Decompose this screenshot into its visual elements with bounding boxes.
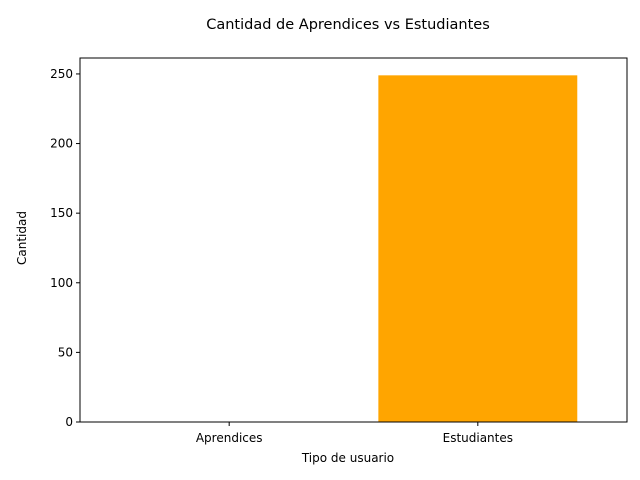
bar-estudiantes — [378, 75, 578, 422]
y-tick-label: 250 — [50, 67, 73, 81]
y-tick-label: 100 — [50, 276, 73, 290]
chart-title: Cantidad de Aprendices vs Estudiantes — [206, 17, 490, 33]
x-tick-label: Estudiantes — [443, 431, 513, 445]
plot-frame — [79, 57, 628, 423]
y-tick-label: 0 — [65, 415, 73, 429]
x-axis-label: Tipo de usuario — [301, 451, 394, 465]
bars-layer — [378, 75, 578, 422]
y-axis-label: Cantidad — [15, 211, 29, 265]
axes-layer: 0 50 100 150 200 250 Aprendices Estudiantes — [50, 57, 628, 445]
y-tick-label: 200 — [50, 137, 73, 151]
y-tick-label: 150 — [50, 206, 73, 220]
x-tick-label: Aprendices — [196, 431, 263, 445]
y-tick-label: 50 — [58, 345, 73, 359]
